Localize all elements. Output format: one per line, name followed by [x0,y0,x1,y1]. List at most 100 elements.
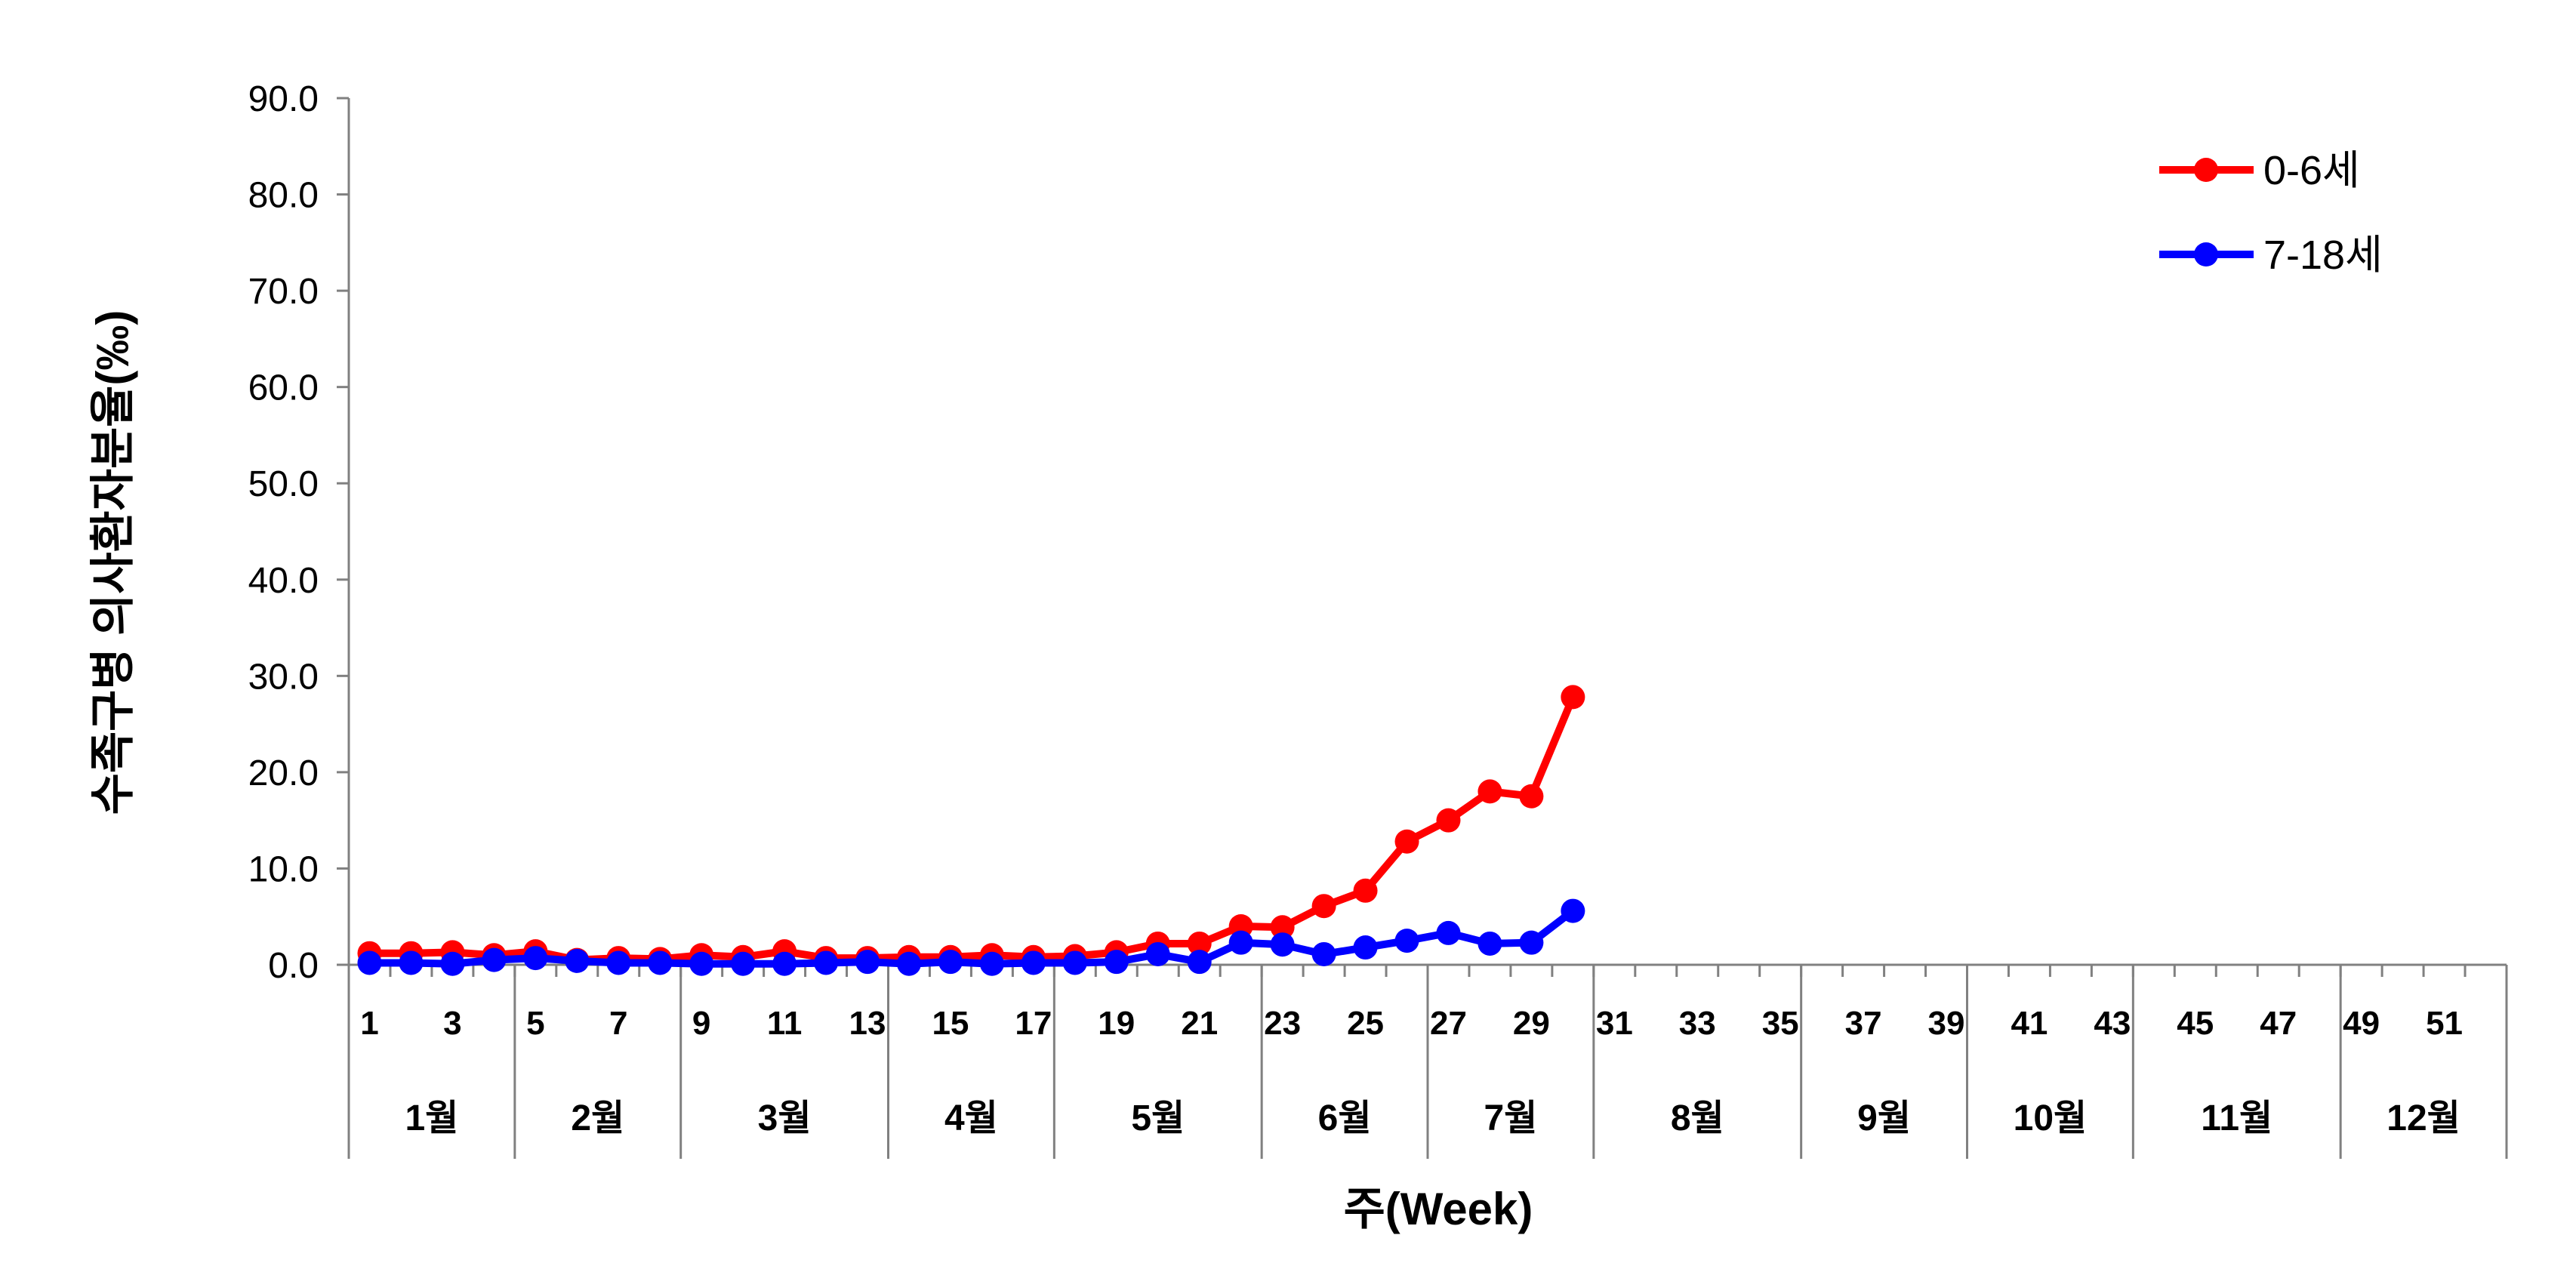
data-point [772,951,797,976]
x-tick-label: 9 [692,1005,710,1042]
data-point [1519,930,1544,955]
series-line [369,695,1576,964]
data-point [814,950,839,975]
month-label: 10월 [2014,1098,2088,1138]
x-axis: 1 3 5 7 9 11 13 15 17 19 21 23 25 27 29 31 33 35 37 39 41 43 4… [347,963,2508,1159]
data-point [1104,950,1129,975]
data-point [1519,784,1544,809]
y-tick-label: 0.0 [268,946,319,986]
x-tick-label: 17 [1015,1005,1052,1042]
data-point [1353,935,1378,960]
data-point [440,951,465,976]
legend: 0-6세 7-18세 [2159,148,2383,278]
y-tick-label: 60.0 [248,368,319,408]
x-axis-title: 주(Week) [1344,1184,1533,1234]
x-tick-label: 45 [2177,1005,2214,1042]
x-tick-label: 27 [1430,1005,1467,1042]
x-tick-label: 49 [2343,1005,2380,1042]
x-tick-label: 37 [1845,1005,1882,1042]
x-tick-label: 19 [1098,1005,1135,1042]
data-point [1436,808,1461,833]
month-label: 8월 [1671,1098,1724,1138]
x-tick-label: 13 [849,1005,886,1042]
data-point [399,950,424,975]
data-point [1561,685,1585,710]
data-point [689,951,714,976]
x-tick-label: 33 [1679,1005,1716,1042]
month-label: 1월 [405,1098,458,1138]
data-point [1436,920,1461,945]
data-point [979,951,1004,976]
data-point [1311,941,1336,966]
series-1 [357,898,1585,976]
x-tick-label: 29 [1513,1005,1550,1042]
month-label: 6월 [1318,1098,1372,1138]
y-tick-label: 30.0 [248,657,319,697]
data-point [1187,931,1212,956]
month-label: 11월 [2201,1098,2272,1138]
y-axis-title: 수족구병 의사환자분율(‰) [88,310,138,815]
month-label: 2월 [571,1098,624,1138]
data-point [482,947,507,972]
month-label: 7월 [1484,1098,1537,1138]
x-tick-label: 23 [1264,1005,1301,1042]
data-point [565,948,590,973]
x-tick-label: 41 [2011,1005,2048,1042]
x-tick-label: 39 [1928,1005,1965,1042]
data-point [1394,829,1419,854]
month-label: 5월 [1131,1098,1185,1138]
month-label: 12월 [2386,1098,2460,1138]
data-point [1478,779,1502,804]
y-tick-label: 20.0 [248,753,319,793]
legend-item: 0-6세 [2159,148,2360,193]
legend-item: 7-18세 [2159,233,2383,278]
x-tick-label: 43 [2094,1005,2131,1042]
x-tick-label: 15 [932,1005,969,1042]
data-point [855,950,880,975]
data-point [523,946,548,971]
data-point [1187,950,1212,975]
series-0 [357,685,1585,972]
x-tick-label: 21 [1181,1005,1218,1042]
data-point [1478,931,1502,956]
data-point [1270,932,1295,957]
x-tick-label: 47 [2260,1005,2297,1042]
legend-swatch-marker [2194,158,2218,182]
x-tick-label: 1 [360,1005,378,1042]
x-tick-label: 7 [609,1005,627,1042]
y-tick-label: 70.0 [248,272,319,312]
month-label: 3월 [758,1098,812,1138]
data-point [1311,894,1336,919]
data-point [1561,898,1585,923]
data-point [1145,941,1170,966]
data-point [896,951,921,976]
data-point [1394,929,1419,953]
data-point [648,950,673,975]
legend-swatch-marker [2194,242,2218,266]
y-tick-label: 50.0 [248,464,319,504]
y-tick-label: 90.0 [248,79,319,119]
y-tick-label: 10.0 [248,849,319,889]
data-point [1021,950,1046,975]
legend-label: 0-6세 [2263,148,2360,193]
x-tick-label: 25 [1347,1005,1384,1042]
month-label: 9월 [1857,1098,1911,1138]
x-tick-label: 31 [1596,1005,1633,1042]
month-label: 4월 [944,1098,998,1138]
y-tick-label: 80.0 [248,176,319,216]
data-point [357,950,382,975]
x-tick-label: 51 [2426,1005,2463,1042]
series [357,685,1585,976]
x-tick-label: 35 [1762,1005,1799,1042]
data-point [938,950,963,975]
data-point [731,951,756,976]
x-tick-label: 3 [443,1005,461,1042]
data-point [1270,915,1295,940]
data-point [1228,930,1253,955]
y-axis: 0.0 10.0 20.0 30.0 40.0 50.0 60.0 70.0 80.0 90.0 [248,79,350,986]
x-tick-label: 11 [767,1005,803,1042]
data-point [1353,878,1378,903]
legend-label: 7-18세 [2263,233,2383,278]
x-tick-label: 5 [526,1005,544,1042]
